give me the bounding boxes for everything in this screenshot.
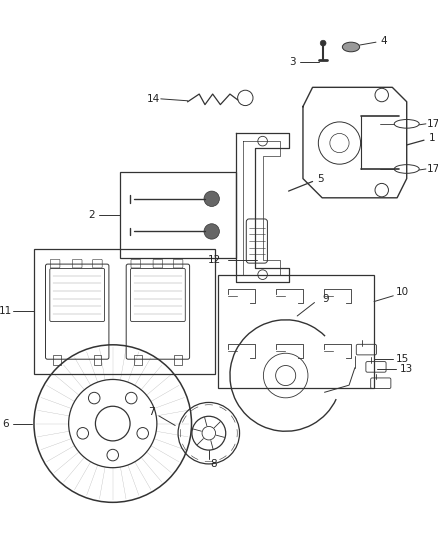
Bar	[34, 249, 215, 374]
Text: 8: 8	[210, 459, 217, 469]
Text: 10: 10	[396, 287, 410, 297]
Text: 9: 9	[323, 294, 329, 304]
Text: 2: 2	[88, 210, 95, 220]
Text: 14: 14	[146, 94, 160, 104]
Bar	[94, 356, 101, 365]
Text: 3: 3	[289, 58, 296, 67]
Circle shape	[320, 41, 326, 46]
Text: 11: 11	[0, 306, 12, 316]
Bar	[120, 172, 236, 259]
Bar	[134, 356, 141, 365]
Circle shape	[204, 191, 219, 206]
Ellipse shape	[343, 42, 360, 52]
Text: 6: 6	[2, 418, 8, 429]
Text: 5: 5	[317, 174, 324, 183]
Text: 1: 1	[428, 133, 435, 143]
Circle shape	[204, 224, 219, 239]
Text: 17: 17	[427, 164, 438, 174]
Bar	[219, 274, 374, 388]
Text: 7: 7	[148, 407, 155, 417]
Text: 17: 17	[427, 119, 438, 129]
Text: 4: 4	[380, 36, 387, 46]
Text: 12: 12	[208, 255, 221, 265]
Text: 15: 15	[396, 354, 410, 364]
Bar	[53, 356, 61, 365]
Bar	[174, 356, 182, 365]
Text: 13: 13	[400, 364, 413, 374]
